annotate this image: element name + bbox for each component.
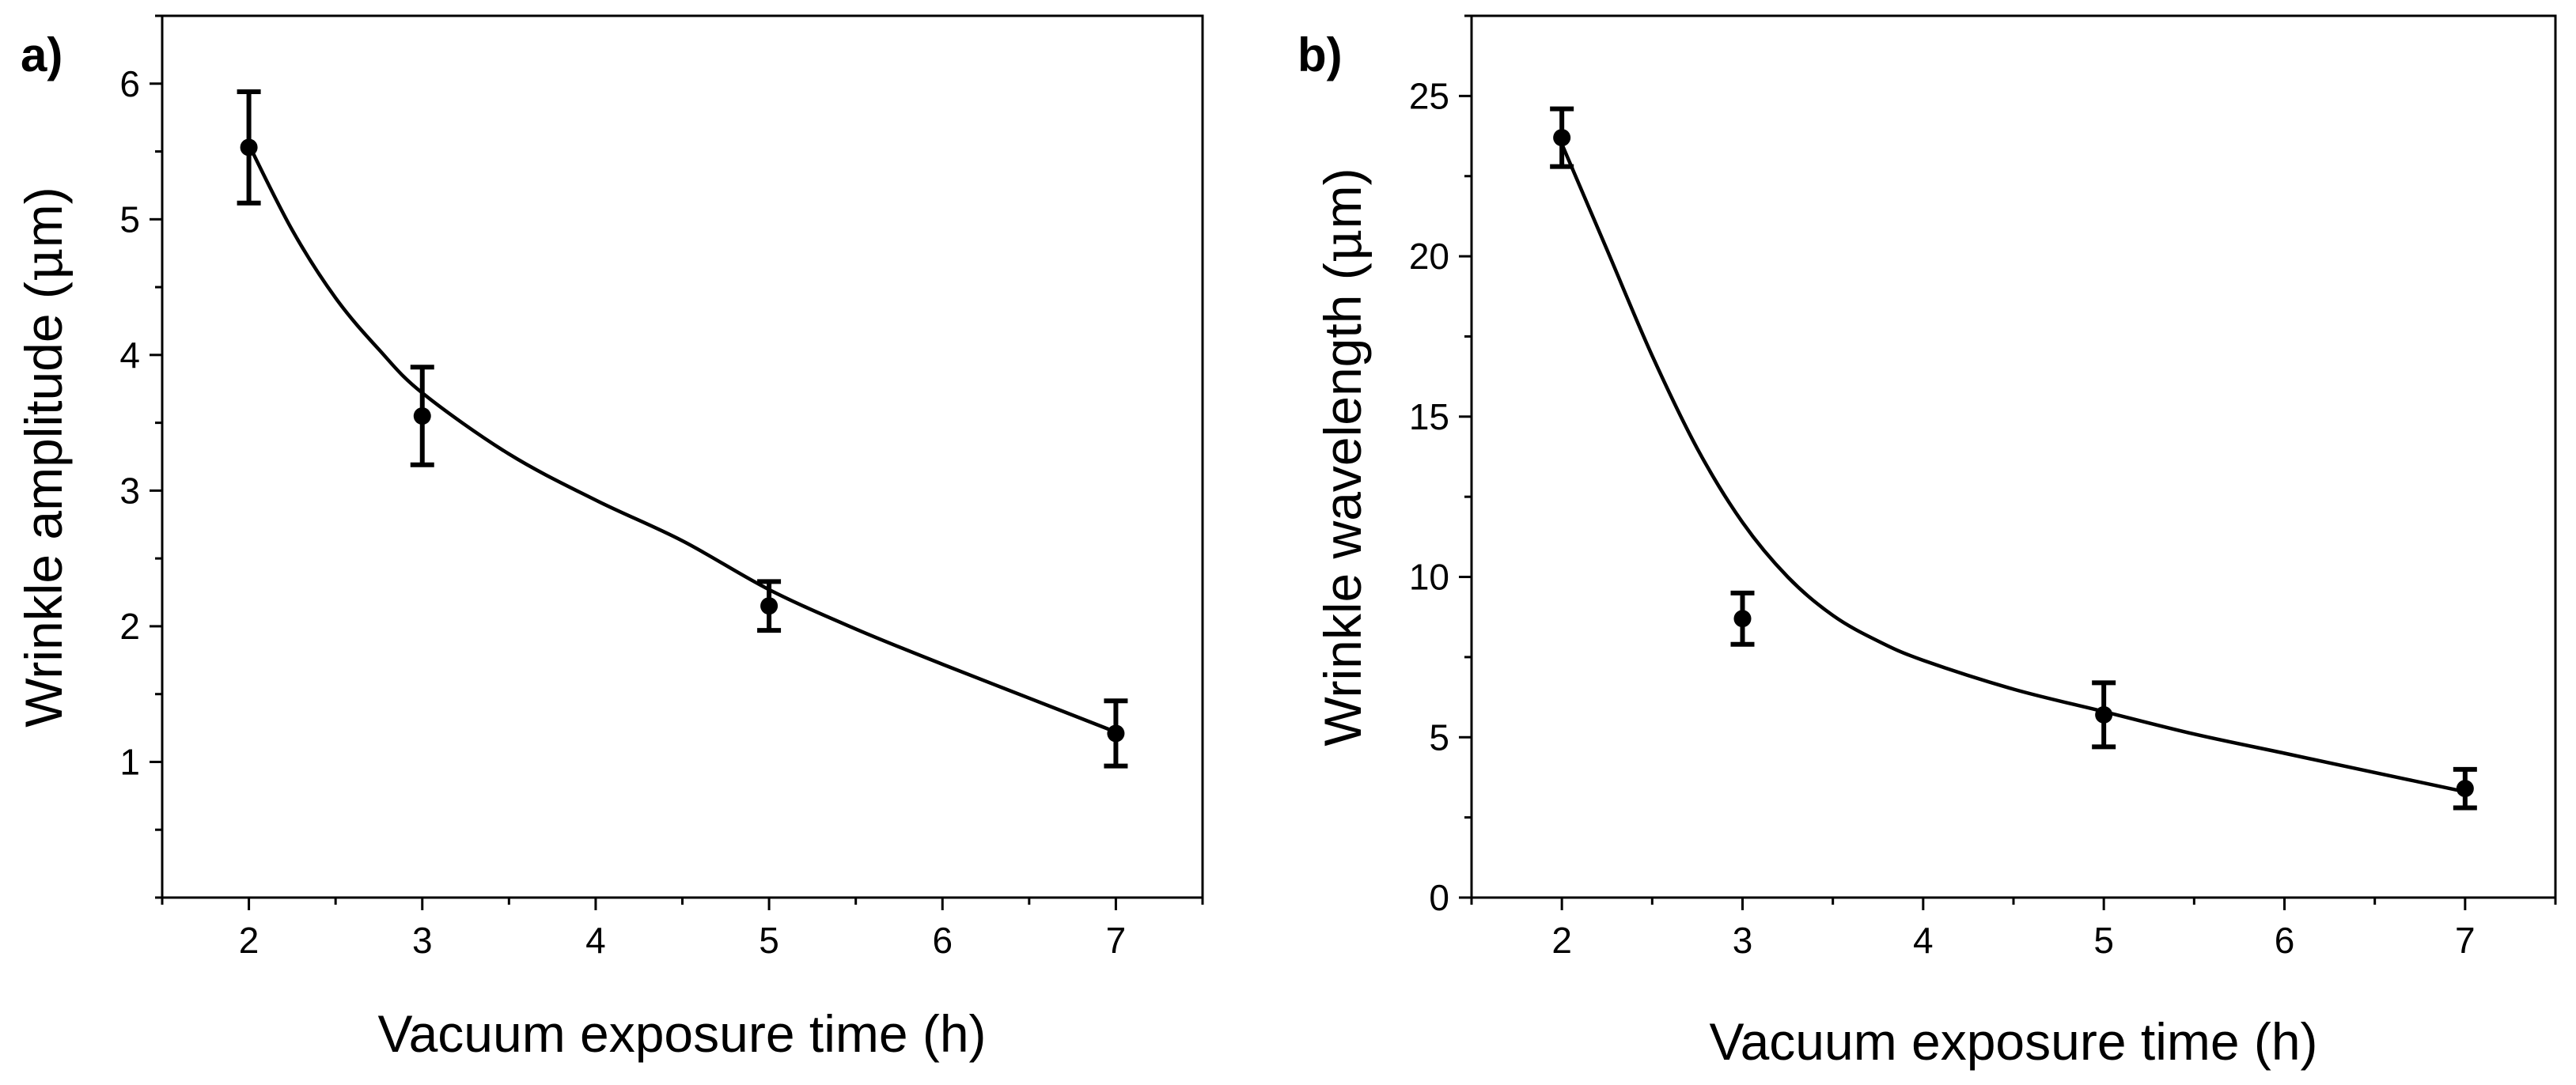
panel-b-letter: b) [1297, 28, 1343, 81]
panel-b-x-axis-title: Vacuum exposure time (h) [1709, 1012, 2317, 1071]
panel-a-amplitude-chart: a) 1 2 3 4 5 6 2 3 4 5 6 7 Vacuum exposure time (h)… [13, 14, 1204, 1063]
panel-b-data-point [2456, 780, 2474, 798]
panel-a-data-point-group [1104, 698, 1128, 769]
panel-a-x-tick-label: 2 [239, 920, 259, 961]
panel-b-data-points [1550, 106, 2477, 811]
panel-a-data-point [413, 407, 431, 425]
panel-b-plot-frame [1470, 14, 2557, 899]
panel-b-data-point-group [2453, 766, 2477, 811]
panel-b-x-tick-label: 6 [2275, 920, 2295, 961]
panel-a-ticks: 1 2 3 4 5 6 2 3 4 5 6 7 [119, 14, 1204, 961]
panel-b-x-tick-label: 3 [1733, 920, 1753, 961]
panel-b-data-point-group [1550, 106, 1574, 169]
panel-b-data-point [1553, 129, 1571, 147]
panel-b-y-tick-label: 25 [1409, 75, 1449, 116]
panel-b-data-point-group [2092, 680, 2116, 750]
panel-a-data-point [1107, 724, 1125, 743]
panel-a-data-point-group [410, 365, 434, 467]
panel-b-wavelength-chart: b) 0 5 10 15 20 25 2 3 4 5 6 7 Vacuum exposure time… [1297, 14, 2557, 1071]
panel-a-y-title-mu: μ [13, 248, 74, 282]
panel-a-data-point-group [757, 579, 782, 633]
panel-a-x-tick-label: 3 [412, 920, 433, 961]
panel-a-y-title-tail: m) [14, 187, 73, 248]
panel-a-x-tick-label: 5 [759, 920, 779, 961]
panel-b-y-tick-label: 10 [1409, 557, 1449, 598]
panel-b-x-tick-label: 4 [1913, 920, 1934, 961]
panel-a-plot-frame [161, 14, 1204, 899]
panel-a-data-point [760, 597, 778, 615]
panel-a-letter: a) [21, 28, 63, 81]
panel-b-data-point [2095, 705, 2113, 724]
panel-b-y-tick-label: 15 [1409, 396, 1449, 437]
panel-b-x-tick-label: 5 [2093, 920, 2114, 961]
panel-a-data-points [237, 89, 1128, 769]
panel-a-y-tick-label: 5 [119, 198, 140, 240]
panel-b-x-tick-label: 2 [1551, 920, 1572, 961]
panel-b-y-axis-title: Wrinkle wavelength (μm) [1313, 168, 1373, 746]
panel-b-y-tick-label: 5 [1429, 716, 1449, 758]
panel-a-y-tick-label: 1 [119, 741, 140, 782]
panel-a-y-axis-title: Wrinkle amplitude (μm) [13, 187, 74, 728]
panel-b-y-title-tail: m) [1313, 168, 1372, 229]
panel-b-y-title-mu: μ [1313, 229, 1373, 263]
panel-b-y-tick-label: 20 [1409, 236, 1449, 277]
panel-a-y-tick-label: 3 [119, 470, 140, 511]
panel-a-data-point [240, 138, 258, 157]
panel-b-data-point [1733, 610, 1752, 628]
panel-a-y-title-text: Wrinkle amplitude ( [14, 282, 73, 728]
panel-b-y-tick-label: 0 [1429, 877, 1449, 918]
panel-a-x-axis-title: Vacuum exposure time (h) [377, 1004, 986, 1063]
panel-a-y-tick-label: 6 [119, 63, 140, 104]
panel-b-ticks: 0 5 10 15 20 25 2 3 4 5 6 7 [1409, 14, 2557, 961]
panel-b-fit-curve [1560, 143, 2466, 794]
panel-a-x-tick-label: 6 [932, 920, 953, 961]
panel-b-y-title-text: Wrinkle wavelength ( [1313, 263, 1372, 746]
panel-a-fit-curve [247, 143, 1117, 734]
panel-a-y-tick-label: 4 [119, 335, 140, 376]
panel-b-data-point-group [1730, 590, 1755, 647]
panel-a-data-point-group [237, 89, 261, 206]
panel-a-x-tick-label: 7 [1106, 920, 1127, 961]
panel-b-x-tick-label: 7 [2455, 920, 2476, 961]
panel-a-x-tick-label: 4 [585, 920, 606, 961]
panel-a-y-tick-label: 2 [119, 606, 140, 647]
